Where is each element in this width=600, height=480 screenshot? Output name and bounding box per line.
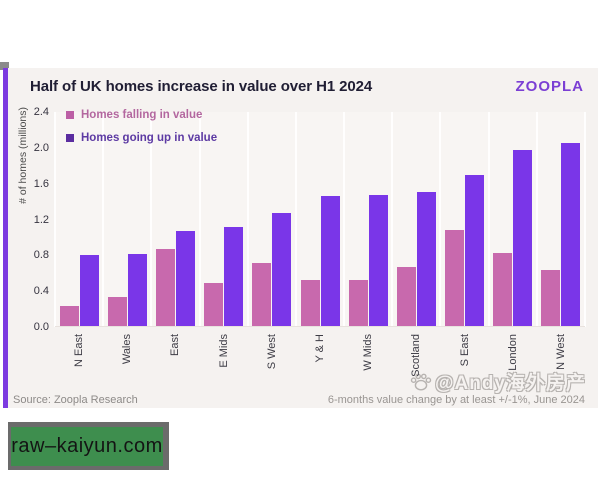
bar-rising-e-mids xyxy=(224,226,244,327)
gridline xyxy=(150,112,153,327)
legend-label-falling: Homes falling in value xyxy=(81,109,203,121)
site-badge: raw–kaiyun.com xyxy=(8,422,169,470)
footer-note: 6-months value change by at least +/-1%,… xyxy=(327,394,585,406)
bar-falling-w-mids xyxy=(348,280,368,327)
watermark-text: @Andy海外房产 xyxy=(434,373,586,394)
paw-print-icon xyxy=(410,372,432,392)
bar-falling-london xyxy=(493,252,513,327)
x-axis-label: Y & H xyxy=(314,334,326,363)
bar-rising-s-west xyxy=(272,213,292,327)
watermark: @Andy海外房产 xyxy=(410,368,586,395)
y-tick-label: 1.2 xyxy=(33,213,49,226)
x-axis-label: S East xyxy=(458,334,471,367)
x-axis-label: East xyxy=(169,334,182,357)
bar-rising-y-h xyxy=(320,196,340,327)
bar-rising-n-east xyxy=(79,255,99,327)
y-tick-label: 1.6 xyxy=(33,177,49,190)
gridline xyxy=(294,112,297,327)
gridline xyxy=(487,112,490,327)
x-axis-label: London xyxy=(506,334,519,371)
bar-falling-y-h xyxy=(300,280,320,327)
bar-falling-n-west xyxy=(541,269,561,327)
gridline xyxy=(439,112,442,327)
x-axis-label: N West xyxy=(554,334,567,370)
x-axis-label: Scotland xyxy=(410,334,423,377)
bar-falling-east xyxy=(155,249,175,327)
x-axis-label: Wales xyxy=(121,334,134,365)
chart-title: Half of UK homes increase in value over … xyxy=(30,78,373,95)
legend-item-falling: Homes falling in value xyxy=(66,109,217,121)
gridline xyxy=(198,112,201,327)
bar-falling-e-mids xyxy=(204,283,224,327)
bar-rising-london xyxy=(513,149,533,327)
bar-falling-scotland xyxy=(396,266,416,327)
bar-rising-s-east xyxy=(465,174,485,327)
plot-area xyxy=(54,112,586,327)
y-tick-label: 0.4 xyxy=(33,285,49,298)
y-tick-label: 0.0 xyxy=(33,321,49,333)
bar-rising-wales xyxy=(127,254,147,327)
bar-falling-s-west xyxy=(252,263,272,327)
x-axis-label: S West xyxy=(265,334,278,370)
bar-rising-scotland xyxy=(416,191,436,327)
gridline xyxy=(102,112,105,327)
gridline xyxy=(54,112,56,327)
y-tick-label: 2.0 xyxy=(33,141,49,154)
bar-rising-w-mids xyxy=(368,195,388,327)
x-axis-label: E Mids xyxy=(217,334,230,368)
y-tick-label: 2.4 xyxy=(33,106,49,118)
chart-card: Half of UK homes increase in value over … xyxy=(3,68,598,408)
bar-falling-s-east xyxy=(445,230,465,327)
footer-source: Source: Zoopla Research xyxy=(13,394,138,406)
bar-rising-east xyxy=(175,231,195,327)
gridline xyxy=(343,112,346,327)
x-axis-label: W Mids xyxy=(362,334,375,371)
corner-square xyxy=(0,62,9,70)
gridline xyxy=(246,112,249,327)
x-axis-label: N East xyxy=(73,334,86,368)
legend-swatch-falling xyxy=(66,111,74,119)
site-badge-text: raw–kaiyun.com xyxy=(11,435,163,457)
bar-falling-wales xyxy=(107,296,127,327)
bar-falling-n-east xyxy=(59,305,79,327)
legend-label-rising: Homes going up in value xyxy=(81,132,218,144)
zoopla-logo: ZOOPLA xyxy=(515,78,584,95)
gridline xyxy=(391,112,394,327)
y-tick-label: 0.8 xyxy=(33,249,49,262)
card-accent-stripe xyxy=(3,68,8,408)
legend-item-rising: Homes going up in value xyxy=(66,132,217,144)
legend-swatch-rising xyxy=(66,134,74,142)
gridline xyxy=(535,112,538,327)
legend: Homes falling in value Homes going up in… xyxy=(66,109,217,155)
bar-rising-n-west xyxy=(561,143,581,327)
gridline xyxy=(584,112,586,327)
